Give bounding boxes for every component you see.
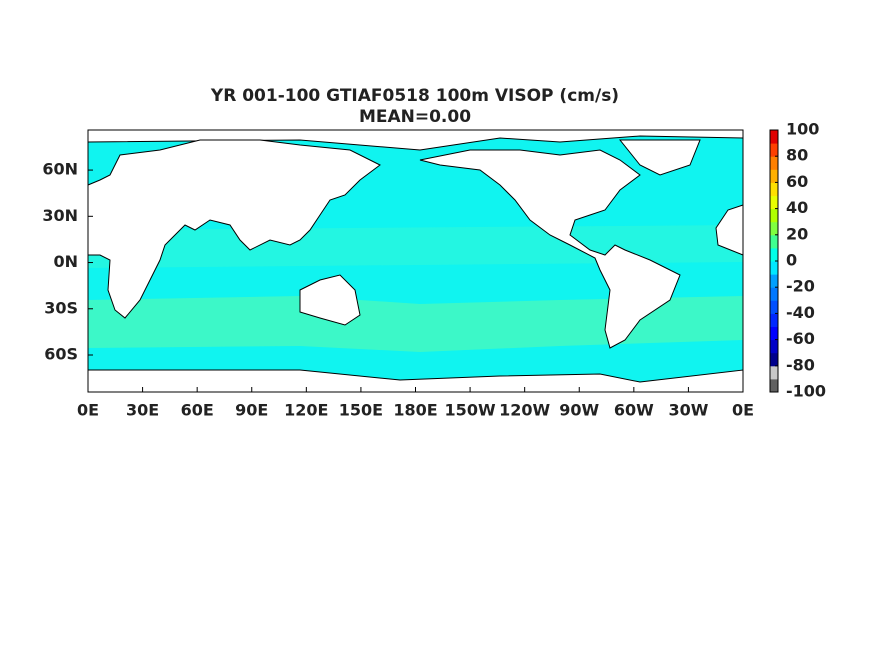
x-tick-label: 180E xyxy=(393,401,437,420)
x-tick-label: 120W xyxy=(499,401,550,420)
x-tick-label: 30E xyxy=(126,401,159,420)
colorbar-tick-label: 0 xyxy=(786,251,797,270)
colorbar-tick-label: -20 xyxy=(786,277,815,296)
y-tick-label: 30N xyxy=(42,206,78,225)
australia xyxy=(299,274,361,326)
colorbar-tick-label: -60 xyxy=(786,329,815,348)
colorbar-segment xyxy=(770,182,778,196)
y-tick-label: 60S xyxy=(44,345,78,364)
colorbar-tick-label: 60 xyxy=(786,172,808,191)
colorbar-segment xyxy=(770,313,778,327)
colorbar-segment xyxy=(770,195,778,210)
x-tick-label: 0E xyxy=(77,401,99,420)
colorbar-tick-label: 40 xyxy=(786,198,808,217)
colorbar-segment xyxy=(770,221,778,236)
colorbar-segment xyxy=(770,169,778,183)
colorbar-segment xyxy=(770,274,778,288)
eurasia-africa xyxy=(87,139,381,319)
americas xyxy=(419,149,681,349)
x-tick-label: 90W xyxy=(559,401,599,420)
colorbar-tick-label: -80 xyxy=(786,355,815,374)
title-line: MEAN=0.00 xyxy=(359,107,471,127)
colorbar-segment xyxy=(770,261,778,275)
x-tick-label: 120E xyxy=(284,401,328,420)
colorbar-segment xyxy=(770,365,778,380)
y-tick-label: 0N xyxy=(53,252,78,271)
x-tick-label: 150W xyxy=(445,401,496,420)
ocean-band xyxy=(88,296,743,352)
x-tick-label: 60W xyxy=(614,401,654,420)
colorbar-segment xyxy=(770,287,778,301)
y-tick-label: 60N xyxy=(42,160,78,179)
colorbar-segment xyxy=(770,300,778,314)
x-tick-label: 30W xyxy=(668,401,708,420)
colorbar-segment xyxy=(770,234,778,249)
colorbar-segment xyxy=(770,247,778,262)
colorbar-segment xyxy=(770,339,778,354)
colorbar-tick-label: 20 xyxy=(786,224,808,243)
colorbar-segment xyxy=(770,156,778,170)
colorbar-segment xyxy=(770,378,778,393)
x-tick-label: 0E xyxy=(732,401,754,420)
colorbar-segment xyxy=(770,208,778,223)
colorbar-segment xyxy=(770,352,778,367)
colorbar-segment xyxy=(770,326,778,341)
colorbar-tick-label: -40 xyxy=(786,303,815,322)
greenland xyxy=(618,139,701,176)
x-tick-label: 150E xyxy=(339,401,383,420)
map-field xyxy=(87,129,744,393)
x-tick-label: 60E xyxy=(181,401,214,420)
colorbar-tick-label: 80 xyxy=(786,146,808,165)
title-line: YR 001-100 GTIAF0518 100m VISOP (cm/s) xyxy=(210,86,619,106)
colorbar-segment xyxy=(770,130,778,144)
colorbar-tick-label: -100 xyxy=(786,382,826,401)
x-tick-label: 90E xyxy=(235,401,268,420)
colorbar-tick-label: 100 xyxy=(786,120,819,139)
colorbar-segment xyxy=(770,143,778,157)
y-tick-label: 30S xyxy=(44,298,78,317)
